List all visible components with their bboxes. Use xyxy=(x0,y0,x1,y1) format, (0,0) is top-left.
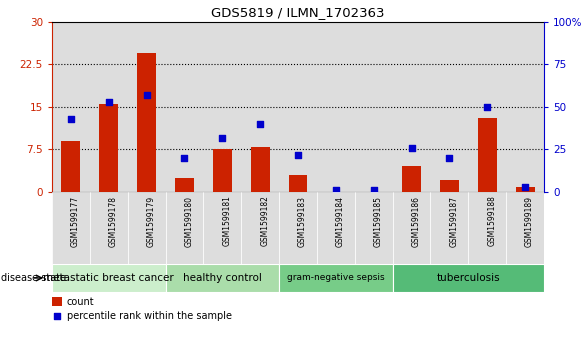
Bar xyxy=(279,192,317,264)
Bar xyxy=(440,180,459,192)
Point xyxy=(331,187,340,193)
Bar xyxy=(393,264,544,292)
Point xyxy=(482,104,492,110)
Bar xyxy=(516,187,534,192)
Bar xyxy=(279,22,317,192)
Bar xyxy=(355,192,393,264)
Bar xyxy=(128,192,165,264)
Point xyxy=(217,135,227,140)
Point xyxy=(369,187,379,193)
Text: disease state: disease state xyxy=(1,273,66,283)
Bar xyxy=(128,22,165,192)
Bar xyxy=(251,147,270,192)
Bar xyxy=(402,167,421,192)
Point xyxy=(520,184,530,190)
Text: GSM1599177: GSM1599177 xyxy=(71,196,80,247)
Point xyxy=(104,99,114,105)
Text: GSM1599180: GSM1599180 xyxy=(185,196,193,246)
Bar xyxy=(165,192,203,264)
Point xyxy=(255,121,265,127)
Bar xyxy=(241,192,279,264)
Title: GDS5819 / ILMN_1702363: GDS5819 / ILMN_1702363 xyxy=(211,7,385,20)
Text: gram-negative sepsis: gram-negative sepsis xyxy=(287,273,384,282)
Text: tuberculosis: tuberculosis xyxy=(437,273,500,283)
Text: GSM1599178: GSM1599178 xyxy=(109,196,118,246)
Bar xyxy=(478,118,497,192)
Bar xyxy=(317,192,355,264)
Text: healthy control: healthy control xyxy=(183,273,262,283)
Point xyxy=(142,92,151,98)
Bar xyxy=(165,264,279,292)
Bar xyxy=(90,192,128,264)
Bar xyxy=(213,150,232,192)
Text: GSM1599182: GSM1599182 xyxy=(260,196,269,246)
Text: GSM1599186: GSM1599186 xyxy=(411,196,421,246)
Bar xyxy=(506,22,544,192)
Bar xyxy=(468,192,506,264)
Bar xyxy=(241,22,279,192)
Point xyxy=(180,155,189,161)
Text: GSM1599187: GSM1599187 xyxy=(449,196,458,246)
Bar xyxy=(506,192,544,264)
Bar xyxy=(52,192,90,264)
Text: GSM1599181: GSM1599181 xyxy=(222,196,231,246)
Bar xyxy=(288,175,308,192)
Bar xyxy=(355,22,393,192)
Point xyxy=(445,155,454,161)
Text: GSM1599185: GSM1599185 xyxy=(374,196,383,246)
Bar xyxy=(431,192,468,264)
Bar xyxy=(175,178,194,192)
Bar xyxy=(52,297,62,306)
Text: metastatic breast cancer: metastatic breast cancer xyxy=(43,273,174,283)
Bar xyxy=(279,264,393,292)
Bar xyxy=(137,53,156,192)
Bar xyxy=(317,22,355,192)
Text: percentile rank within the sample: percentile rank within the sample xyxy=(67,311,231,321)
Bar xyxy=(393,192,431,264)
Point xyxy=(66,116,76,122)
Bar xyxy=(62,141,80,192)
Text: GSM1599183: GSM1599183 xyxy=(298,196,307,246)
Bar xyxy=(468,22,506,192)
Text: GSM1599184: GSM1599184 xyxy=(336,196,345,246)
Point xyxy=(294,152,303,158)
Bar xyxy=(431,22,468,192)
Bar xyxy=(52,264,165,292)
Point xyxy=(52,313,62,319)
Bar xyxy=(203,22,241,192)
Point xyxy=(407,145,416,151)
Text: count: count xyxy=(67,297,94,307)
Bar xyxy=(203,192,241,264)
Bar xyxy=(90,22,128,192)
Bar xyxy=(165,22,203,192)
Bar xyxy=(99,104,118,192)
Bar xyxy=(52,22,90,192)
Bar xyxy=(393,22,431,192)
Text: GSM1599188: GSM1599188 xyxy=(487,196,496,246)
Text: GSM1599179: GSM1599179 xyxy=(146,196,156,247)
Text: GSM1599189: GSM1599189 xyxy=(525,196,534,246)
